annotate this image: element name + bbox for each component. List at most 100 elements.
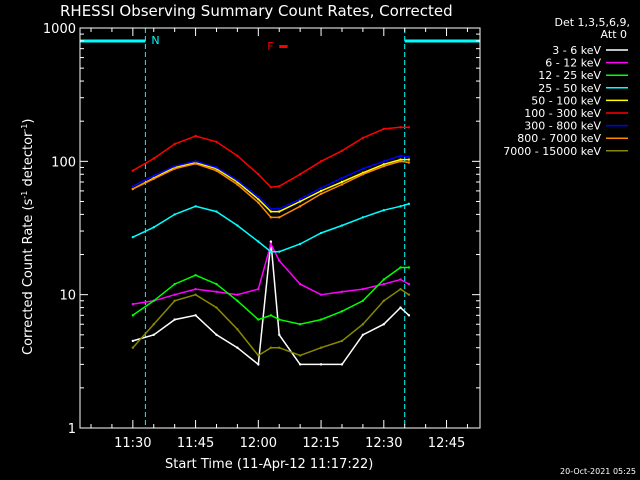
series-point-8 <box>131 346 135 349</box>
series-point-0 <box>278 333 281 337</box>
series-point-7 <box>152 177 155 180</box>
legend-label-2: 12 - 25 keV <box>538 69 601 82</box>
x-tick-label: 12:30 <box>365 436 402 451</box>
series-point-0 <box>173 318 176 321</box>
series-point-2 <box>269 314 273 317</box>
x-tick-label: 12:45 <box>428 436 465 451</box>
series-point-2 <box>340 310 344 313</box>
series-point-3 <box>407 202 411 206</box>
series-point-0 <box>236 346 239 349</box>
series-point-6 <box>278 207 281 211</box>
series-point-6 <box>236 179 239 182</box>
series-point-8 <box>278 346 281 349</box>
x-tick-label: 12:15 <box>302 436 339 451</box>
legend-header-att: Att 0 <box>601 28 627 41</box>
series-point-6 <box>361 167 365 170</box>
series-line-5 <box>132 126 409 188</box>
series-point-2 <box>399 266 402 269</box>
legend-label-7: 800 - 7000 keV <box>517 132 601 145</box>
series-point-2 <box>194 273 197 277</box>
series-point-4 <box>298 200 302 203</box>
series-point-6 <box>194 160 197 163</box>
series-point-6 <box>269 207 273 211</box>
footer-timestamp: 20-Oct-2021 05:25 <box>560 467 636 476</box>
legend-label-3: 25 - 50 keV <box>538 82 601 95</box>
series-line-0 <box>132 241 410 366</box>
series-point-2 <box>215 282 218 286</box>
series-point-0 <box>194 314 197 317</box>
series-point-7 <box>407 161 411 164</box>
series-point-4 <box>319 189 323 193</box>
series-point-0 <box>361 333 365 337</box>
y-tick-label: 1 <box>68 422 76 437</box>
series-point-4 <box>407 158 411 161</box>
series-point-1 <box>257 287 260 291</box>
series-point-0 <box>382 323 385 326</box>
series-line-8 <box>132 288 410 357</box>
series-point-0 <box>215 333 218 337</box>
y-axis: 1 10 100 1000 <box>43 22 480 437</box>
series-line-6 <box>132 155 409 210</box>
series-point-3 <box>257 240 260 243</box>
series-point-7 <box>257 201 260 204</box>
series-point-1 <box>278 259 281 262</box>
series-point-4 <box>399 158 402 161</box>
series-point-7 <box>361 173 365 176</box>
series-point-2 <box>407 266 411 269</box>
series-point-7 <box>269 216 273 219</box>
series-point-8 <box>361 323 365 326</box>
series-point-3 <box>215 210 218 213</box>
series-point-8 <box>298 354 302 357</box>
legend-label-4: 50 - 100 keV <box>531 94 601 107</box>
series-point-1 <box>407 282 411 286</box>
series-point-5 <box>382 127 385 131</box>
series-point-1 <box>361 287 365 291</box>
series-point-5 <box>278 185 281 188</box>
series-point-6 <box>152 174 155 177</box>
series-point-8 <box>257 354 260 357</box>
series-point-1 <box>382 282 385 286</box>
series-point-5 <box>131 169 135 172</box>
series-point-1 <box>131 302 135 306</box>
series-point-2 <box>152 299 155 302</box>
series-point-3 <box>131 235 135 239</box>
series-point-6 <box>257 195 260 199</box>
legend-label-8: 7000 - 15000 keV <box>503 145 601 158</box>
series-point-1 <box>399 278 402 281</box>
series-point-1 <box>340 290 344 294</box>
series-point-5 <box>215 140 218 144</box>
series-point-6 <box>399 154 402 158</box>
series-point-5 <box>319 160 323 163</box>
series-point-4 <box>278 210 281 213</box>
series-point-3 <box>361 216 365 219</box>
series-point-6 <box>340 176 344 180</box>
series-point-7 <box>340 183 344 186</box>
series-line-2 <box>132 266 409 325</box>
series-point-2 <box>361 299 365 302</box>
series-point-3 <box>298 242 302 246</box>
series-point-0 <box>152 333 155 337</box>
chart-title: RHESSI Observing Summary Count Rates, Co… <box>60 2 453 20</box>
series-point-1 <box>298 282 302 286</box>
series-point-7 <box>382 164 385 168</box>
legend-label-6: 300 - 800 keV <box>524 120 601 133</box>
series-point-6 <box>215 166 218 169</box>
series-point-8 <box>319 346 323 349</box>
series-point-0 <box>399 306 402 309</box>
series-point-3 <box>340 224 344 227</box>
series-point-3 <box>382 209 385 212</box>
series-point-7 <box>319 192 323 196</box>
series-point-0 <box>340 363 344 366</box>
series-point-0 <box>131 339 135 343</box>
plot-frame <box>79 27 481 429</box>
legend-label-1: 6 - 12 keV <box>545 57 601 70</box>
series-point-2 <box>257 318 260 321</box>
series-point-1 <box>236 293 239 296</box>
y-tick-label: 10 <box>59 289 76 304</box>
series-point-2 <box>382 278 385 281</box>
series-point-8 <box>340 339 344 343</box>
series-point-5 <box>173 142 176 146</box>
series-point-8 <box>407 293 411 296</box>
